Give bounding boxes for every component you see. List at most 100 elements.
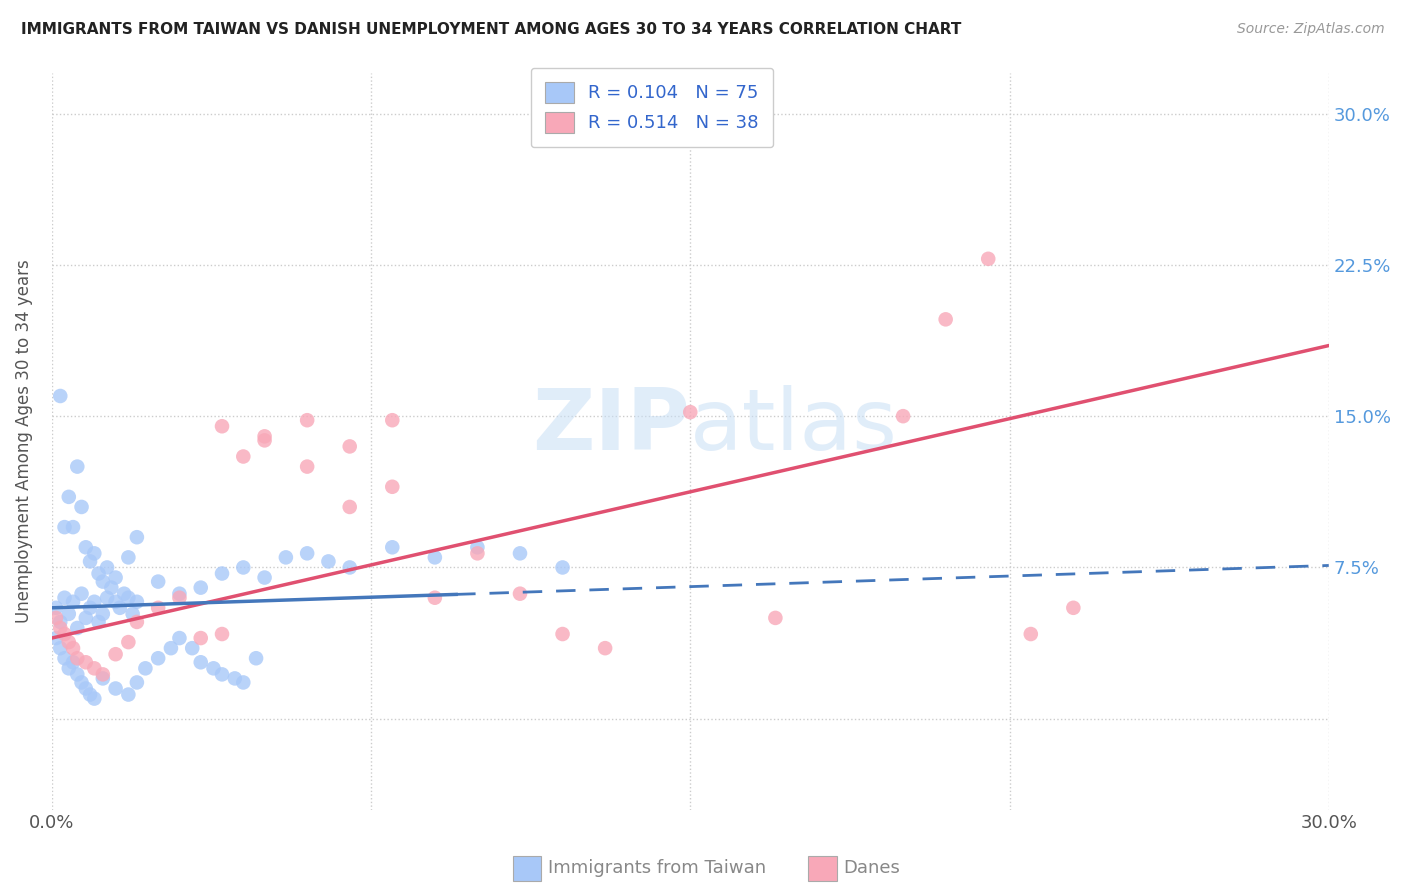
Point <box>211 566 233 581</box>
Point <box>295 413 318 427</box>
Point <box>87 615 110 629</box>
Text: Source: ZipAtlas.com: Source: ZipAtlas.com <box>1237 22 1385 37</box>
Text: ZIP: ZIP <box>533 385 690 468</box>
Point <box>125 675 148 690</box>
Point <box>53 627 76 641</box>
Point <box>211 419 233 434</box>
Point <box>96 591 118 605</box>
Point <box>49 615 72 629</box>
Point <box>381 541 404 555</box>
Point <box>66 621 89 635</box>
Point <box>83 661 105 675</box>
Point <box>509 546 531 560</box>
Point <box>423 591 446 605</box>
Text: Danes: Danes <box>844 859 900 877</box>
Point <box>190 581 212 595</box>
Point <box>58 490 80 504</box>
Point <box>190 631 212 645</box>
Point <box>891 409 914 424</box>
Point <box>977 252 1000 266</box>
Point <box>79 600 101 615</box>
Point <box>53 591 76 605</box>
Point <box>125 530 148 544</box>
Point <box>108 600 131 615</box>
Point <box>146 574 169 589</box>
Point <box>339 560 361 574</box>
Text: Immigrants from Taiwan: Immigrants from Taiwan <box>548 859 766 877</box>
Point <box>211 627 233 641</box>
Point <box>45 631 67 645</box>
Point <box>75 611 97 625</box>
Point <box>62 655 84 669</box>
Text: atlas: atlas <box>690 385 898 468</box>
Point <box>211 667 233 681</box>
Point <box>117 635 139 649</box>
Point <box>66 651 89 665</box>
Point <box>295 546 318 560</box>
Point <box>112 587 135 601</box>
Point <box>91 672 114 686</box>
Point <box>381 413 404 427</box>
Point <box>763 611 786 625</box>
Point <box>181 641 204 656</box>
Point <box>232 450 254 464</box>
Point <box>83 691 105 706</box>
Point <box>253 429 276 443</box>
Point <box>53 520 76 534</box>
Point <box>253 570 276 584</box>
Point <box>70 675 93 690</box>
Point <box>79 688 101 702</box>
Point <box>467 546 489 560</box>
Point <box>104 570 127 584</box>
Point <box>117 688 139 702</box>
Point <box>70 587 93 601</box>
Point <box>117 591 139 605</box>
Point <box>87 566 110 581</box>
Point <box>134 661 156 675</box>
Point <box>45 611 67 625</box>
Point <box>202 661 225 675</box>
Point <box>58 607 80 621</box>
Point <box>318 554 340 568</box>
Text: IMMIGRANTS FROM TAIWAN VS DANISH UNEMPLOYMENT AMONG AGES 30 TO 34 YEARS CORRELAT: IMMIGRANTS FROM TAIWAN VS DANISH UNEMPLO… <box>21 22 962 37</box>
Point <box>49 641 72 656</box>
Point <box>551 627 574 641</box>
Point <box>121 607 143 621</box>
Point <box>70 500 93 514</box>
Point <box>232 560 254 574</box>
Y-axis label: Unemployment Among Ages 30 to 34 years: Unemployment Among Ages 30 to 34 years <box>15 260 32 624</box>
Point <box>146 651 169 665</box>
Point <box>62 595 84 609</box>
Point <box>593 641 616 656</box>
Point <box>104 595 127 609</box>
Point <box>551 560 574 574</box>
Point <box>1062 600 1084 615</box>
Point <box>295 459 318 474</box>
Point <box>169 587 191 601</box>
Point <box>117 550 139 565</box>
Point <box>100 581 122 595</box>
Point <box>245 651 267 665</box>
Point <box>62 641 84 656</box>
Point <box>1019 627 1042 641</box>
Point <box>104 681 127 696</box>
Point <box>58 661 80 675</box>
Point <box>169 591 191 605</box>
Point <box>423 550 446 565</box>
Point <box>253 434 276 448</box>
Point <box>58 635 80 649</box>
Point <box>91 667 114 681</box>
Point <box>467 541 489 555</box>
Point <box>232 675 254 690</box>
Point <box>169 631 191 645</box>
Point <box>96 560 118 574</box>
Point <box>75 541 97 555</box>
Point <box>125 615 148 629</box>
Point <box>381 480 404 494</box>
Point <box>75 655 97 669</box>
Point <box>79 554 101 568</box>
Point <box>66 667 89 681</box>
Point <box>45 600 67 615</box>
Point <box>91 574 114 589</box>
Point <box>66 459 89 474</box>
